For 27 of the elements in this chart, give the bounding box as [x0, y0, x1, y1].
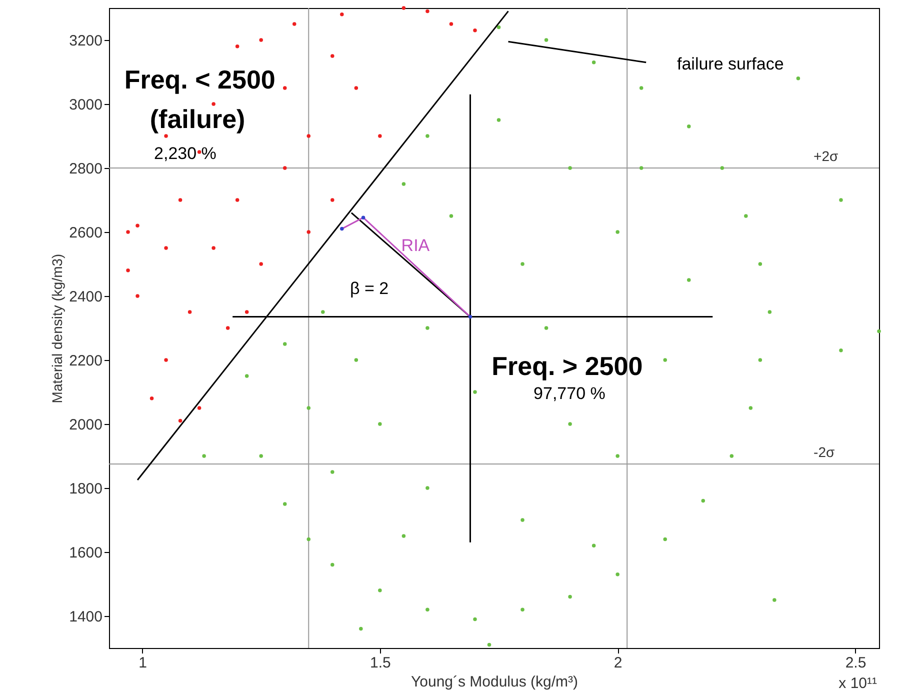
x-tick-label: 1.5	[370, 654, 391, 672]
annotation: failure surface	[677, 54, 784, 74]
annotation: 2,230 %	[154, 144, 216, 163]
annotation: Freq. > 2500	[492, 351, 643, 382]
text: x 10¹¹	[838, 675, 877, 692]
x-tick-label: 2.5	[845, 654, 866, 672]
y-tick-label: 1600	[69, 544, 102, 562]
y-tick-label: 2600	[69, 224, 102, 242]
annotation: 97,770 %	[534, 384, 606, 403]
y-tick-label: 2000	[69, 416, 102, 434]
annotation: Freq. < 2500	[124, 64, 276, 94]
annotation: β = 2	[350, 278, 389, 298]
ref-line-label: +2σ	[814, 148, 839, 164]
x-tick-label: 2	[614, 654, 622, 672]
y-axis-title: Material density (kg/m3)	[49, 254, 66, 404]
y-tick-label: 1800	[69, 480, 102, 498]
y-tick-label: 1400	[69, 608, 102, 626]
annotation: (failure)	[150, 104, 246, 134]
x-tick-label: 1	[138, 654, 147, 672]
x-axis-title: Young´s Modulus (kg/m³)	[410, 674, 578, 690]
annotation: RIA	[401, 236, 430, 256]
y-tick-label: 3000	[69, 96, 102, 114]
ref-line-label: -2σ	[814, 444, 835, 460]
y-tick-label: 2800	[69, 160, 102, 178]
y-tick-label: 2400	[69, 288, 102, 306]
y-tick-label: 3200	[69, 32, 102, 50]
y-tick-label: 2200	[69, 352, 102, 370]
